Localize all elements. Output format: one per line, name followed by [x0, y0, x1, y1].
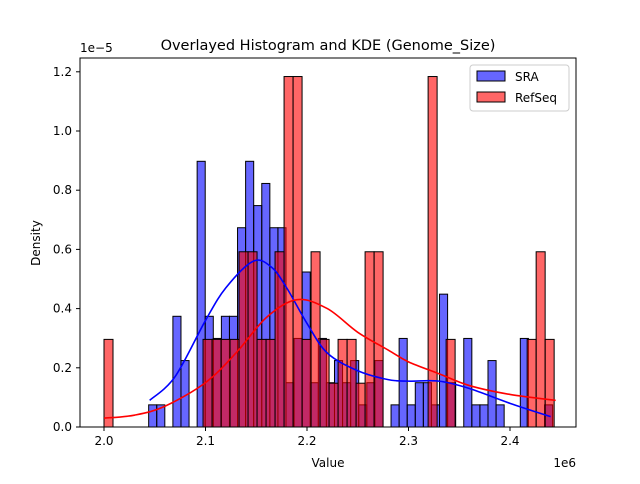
bar-refseq [247, 251, 258, 428]
bar-refseq [535, 251, 546, 428]
legend-swatch-refseq [476, 91, 506, 103]
y-tick-label: 0.6 [53, 242, 72, 256]
y-tick-label: 0.4 [53, 302, 72, 316]
y-tick-label: 1.0 [53, 124, 72, 138]
bar-refseq [229, 338, 240, 428]
bar-refseq [355, 382, 366, 428]
legend-label-sra: SRA [515, 70, 539, 84]
bar-refseq [544, 338, 555, 428]
y-axis: 0.0 0.2 0.4 0.6 0.8 1.0 1.2 [53, 65, 80, 434]
bar-refseq [301, 338, 312, 428]
bar-refseq [337, 338, 348, 428]
bar-sra [406, 404, 416, 428]
bar-sra [414, 382, 424, 428]
kde-curves [103, 259, 556, 419]
bar-sra [398, 337, 408, 428]
y-tick-label: 0.2 [53, 361, 72, 375]
histogram-bars [103, 76, 555, 428]
bar-sra [390, 404, 400, 428]
kde-line-sra [149, 259, 551, 418]
bar-refseq [283, 76, 294, 428]
legend-swatch-sra [476, 70, 506, 82]
bar-refseq [427, 76, 438, 428]
bar-refseq [220, 338, 231, 428]
bar-refseq [103, 338, 114, 428]
x-tick-label: 2.3 [399, 434, 418, 448]
bar-refseq [310, 251, 321, 428]
x-tick-label: 2.1 [196, 434, 215, 448]
y-tick-label: 0.8 [53, 183, 72, 197]
x-axis: 2.0 2.1 2.2 2.3 2.4 [94, 427, 520, 448]
bar-sra [463, 337, 473, 428]
y-axis-label: Density [29, 220, 43, 266]
bar-refseq [265, 338, 276, 428]
bar-refseq [373, 251, 384, 428]
x-offset-label: 1e6 [553, 456, 576, 470]
x-axis-label: Value [312, 456, 345, 470]
bar-sra [487, 360, 497, 428]
chart-title: Overlayed Histogram and KDE (Genome_Size… [161, 38, 496, 54]
bar-sra [172, 315, 182, 428]
legend-label-refseq: RefSeq [515, 91, 557, 105]
x-tick-label: 2.2 [297, 434, 316, 448]
bar-refseq [526, 338, 537, 428]
bar-sra [148, 404, 158, 428]
bar-sra [471, 404, 481, 428]
bar-refseq [256, 338, 267, 428]
y-offset-label: 1e−5 [80, 41, 113, 55]
legend: SRA RefSeq [469, 64, 570, 112]
bar-refseq [211, 338, 222, 428]
bar-refseq [292, 76, 303, 428]
bar-sra [479, 404, 489, 428]
x-tick-label: 2.4 [500, 434, 519, 448]
bar-refseq [346, 338, 357, 428]
plot-frame [79, 57, 577, 428]
y-tick-label: 1.2 [53, 65, 72, 79]
kde-line-refseq [103, 298, 556, 419]
bar-sra [495, 404, 505, 428]
x-tick-label: 2.0 [94, 434, 113, 448]
y-tick-label: 0.0 [53, 420, 72, 434]
bar-refseq [328, 382, 339, 428]
